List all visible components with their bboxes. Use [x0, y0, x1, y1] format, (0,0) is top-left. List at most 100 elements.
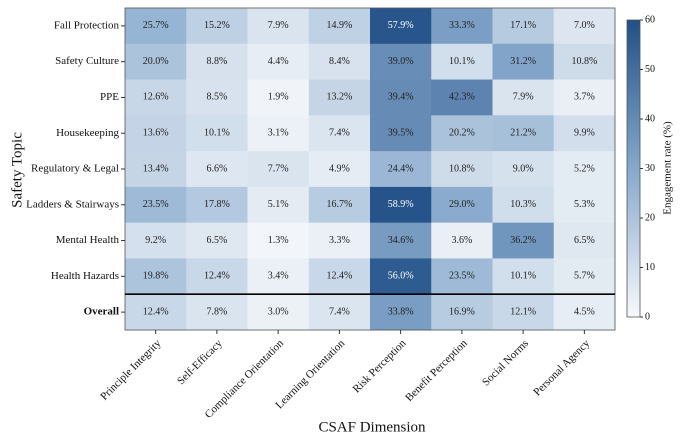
cell-label: 7.4% [329, 306, 350, 317]
heatmap-cell [186, 294, 248, 331]
heatmap-cell [308, 8, 371, 45]
colorbar-tick-label: 50 [645, 64, 655, 75]
heatmap-cell [553, 115, 616, 152]
heatmap-cell [492, 8, 555, 45]
heatmap-cell [186, 79, 248, 116]
heatmap-cell [308, 258, 371, 295]
cell-label: 12.6% [143, 92, 169, 103]
heatmap-cell [431, 258, 493, 295]
heatmap-cell [308, 294, 371, 331]
cell-label: 14.9% [326, 20, 352, 31]
cell-label: 1.3% [268, 235, 289, 246]
cell-label: 3.0% [268, 306, 289, 317]
cell-label: 6.5% [574, 235, 595, 246]
heatmap-cell [431, 115, 493, 152]
heatmap-cell [492, 79, 555, 116]
heatmap-cell [125, 151, 187, 188]
cell-label: 9.0% [513, 163, 534, 174]
cell-label: 39.0% [388, 56, 414, 67]
heatmap-cell [247, 294, 310, 331]
heatmap-cell [553, 294, 616, 331]
heatmap-cell [553, 258, 616, 295]
heatmap-cell [125, 294, 187, 331]
cell-label: 13.4% [143, 163, 169, 174]
heatmap-cell [370, 151, 432, 188]
cell-label: 7.9% [268, 20, 289, 31]
cell-label: 16.9% [449, 306, 475, 317]
heatmap-cell [431, 43, 493, 81]
y-tick-label: Health Hazards [51, 270, 119, 282]
cell-label: 23.5% [449, 271, 475, 282]
cell-label: 4.9% [329, 163, 350, 174]
cell-label: 9.9% [574, 128, 595, 139]
cell-label: 12.4% [143, 306, 169, 317]
heatmap-cell [431, 222, 493, 259]
heatmap-cell [431, 79, 493, 116]
x-tick-label: Self-Efficacy [175, 337, 225, 387]
cell-label: 7.7% [268, 163, 289, 174]
heatmap-cell [247, 151, 310, 188]
cell-label: 25.7% [143, 20, 169, 31]
cell-label: 12.1% [510, 306, 536, 317]
heatmap-cell [186, 115, 248, 152]
heatmap-cell [492, 222, 555, 259]
cell-label: 7.4% [329, 128, 350, 139]
heatmap-cell [370, 258, 432, 295]
cell-label: 8.5% [206, 92, 227, 103]
cell-label: 10.1% [204, 128, 230, 139]
cell-label: 5.1% [268, 199, 289, 210]
cell-label: 29.0% [449, 199, 475, 210]
cell-label: 3.1% [268, 128, 289, 139]
heatmap-cell [247, 115, 310, 152]
cell-label: 39.5% [388, 128, 414, 139]
heatmap-cell [431, 186, 493, 224]
heatmap-cell [370, 294, 432, 331]
cell-label: 57.9% [388, 20, 414, 31]
y-tick-label: Regulatory & Legal [31, 163, 119, 175]
cell-label: 20.2% [449, 128, 475, 139]
heatmap-cell [247, 79, 310, 116]
heatmap-cell [492, 115, 555, 152]
heatmap-cell [553, 222, 616, 259]
colorbar [626, 19, 641, 318]
heatmap-cell [308, 186, 371, 224]
cell-label: 24.4% [388, 163, 414, 174]
heatmap-cell [247, 258, 310, 295]
heatmap-cell [370, 8, 432, 45]
heatmap-cell [492, 294, 555, 331]
cell-label: 13.6% [143, 128, 169, 139]
cell-label: 34.6% [388, 235, 414, 246]
heatmap-cell [431, 151, 493, 188]
cell-label: 5.2% [574, 163, 595, 174]
heatmap-cell [308, 43, 371, 81]
heatmap-cell [247, 222, 310, 259]
y-tick-label: PPE [100, 91, 119, 103]
heatmap-cell [186, 151, 248, 188]
y-tick-label: Housekeeping [56, 127, 119, 139]
cell-label: 6.6% [206, 163, 227, 174]
cell-label: 56.0% [388, 271, 414, 282]
heatmap-cell [186, 8, 248, 45]
colorbar-tick-label: 60 [645, 14, 655, 25]
cell-label: 17.1% [510, 20, 536, 31]
cell-label: 3.7% [574, 92, 595, 103]
cell-label: 42.3% [449, 92, 475, 103]
heatmap-cell [125, 43, 187, 81]
cell-label: 10.8% [449, 163, 475, 174]
heatmap-cell [186, 186, 248, 224]
heatmap-cell [308, 79, 371, 116]
colorbar-tick-label: 10 [645, 262, 655, 273]
cell-label: 23.5% [143, 199, 169, 210]
cell-label: 15.2% [204, 20, 230, 31]
cell-label: 8.4% [329, 56, 350, 67]
cell-label: 8.8% [206, 56, 227, 67]
heatmap-cell [308, 151, 371, 188]
y-axis-title: Safety Topic [9, 132, 25, 208]
heatmap-cell [125, 186, 187, 224]
heatmap-cell [186, 43, 248, 81]
heatmap-cell [308, 115, 371, 152]
cell-label: 39.4% [388, 92, 414, 103]
cell-label: 19.8% [143, 271, 169, 282]
colorbar-tick-label: 0 [645, 311, 650, 322]
